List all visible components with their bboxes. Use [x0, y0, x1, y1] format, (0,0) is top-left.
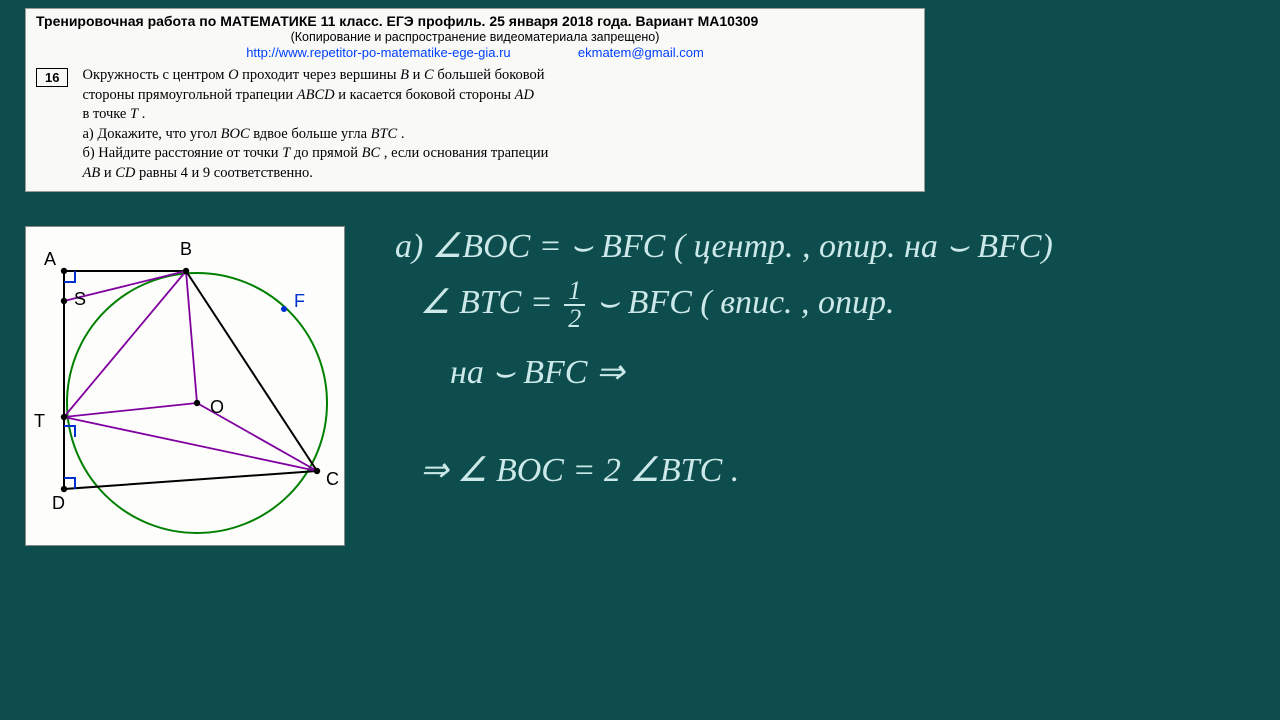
svg-text:A: A	[44, 249, 56, 269]
handwriting-line-3: на ⌣ BFC ⇒	[450, 352, 624, 392]
diagram-svg: A B S F T O D C	[26, 227, 346, 547]
url-link[interactable]: http://www.repetitor-po-matematike-ege-g…	[246, 45, 510, 60]
email-link[interactable]: ekmatem@gmail.com	[578, 45, 704, 60]
svg-text:T: T	[34, 411, 45, 431]
handwriting-line-1: a) ∠BOC = ⌣ BFC ( центр. , опир. на ⌣ BF…	[395, 226, 1053, 266]
problem-statement-box: Тренировочная работа по МАТЕМАТИКЕ 11 кл…	[25, 8, 925, 192]
svg-text:S: S	[74, 289, 86, 309]
handwriting-line-4: ⇒ ∠ BOC = 2 ∠BTC .	[420, 450, 739, 490]
svg-text:O: O	[210, 397, 224, 417]
geometry-diagram: A B S F T O D C	[25, 226, 345, 546]
svg-text:D: D	[52, 493, 65, 513]
svg-text:C: C	[326, 469, 339, 489]
problem-number: 16	[36, 68, 68, 87]
title: Тренировочная работа по МАТЕМАТИКЕ 11 кл…	[36, 13, 914, 29]
problem-text: Окружность с центром O проходит через ве…	[82, 66, 548, 183]
handwriting-line-2: ∠ BTC = 12 ⌣ BFC ( впис. , опир.	[420, 278, 895, 332]
subtitle: (Копирование и распространение видеомате…	[36, 30, 914, 44]
links: http://www.repetitor-po-matematike-ege-g…	[36, 45, 914, 60]
svg-text:B: B	[180, 239, 192, 259]
svg-text:F: F	[294, 291, 305, 311]
